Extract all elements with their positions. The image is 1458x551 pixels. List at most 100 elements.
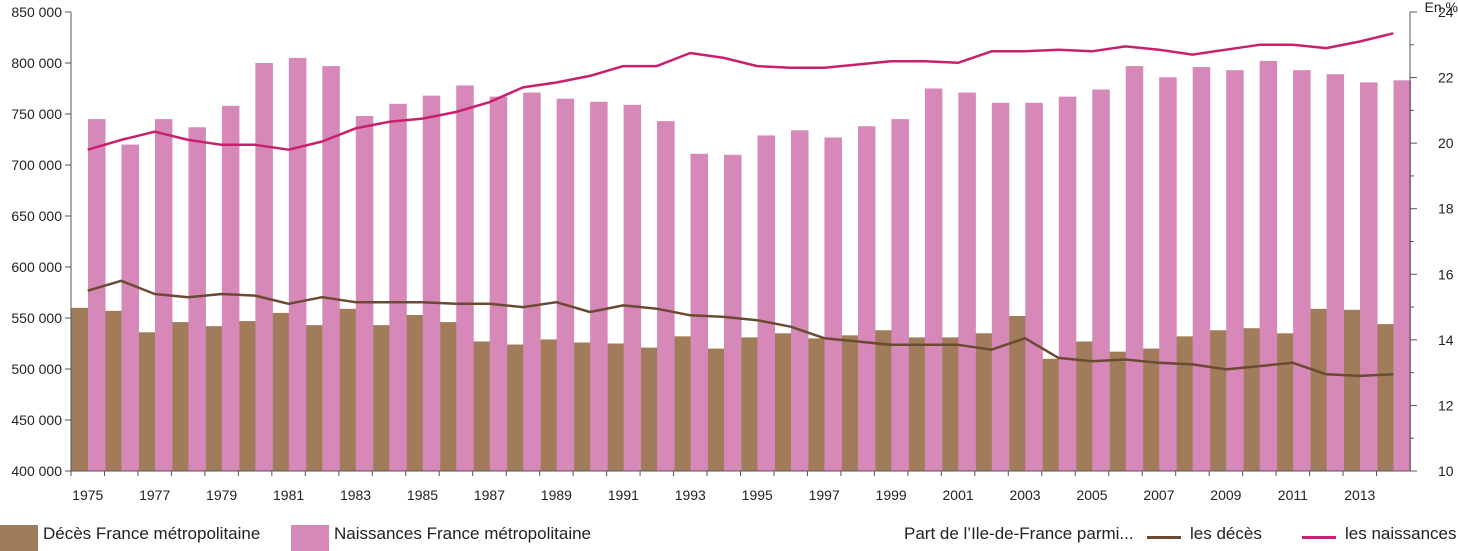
bar-deces-2004	[1041, 358, 1060, 471]
x-tick-label: 1995	[742, 487, 773, 503]
legend-line-swatch-naissances	[1302, 536, 1336, 539]
bar-deces-1986	[439, 322, 457, 471]
bar-deces-2006	[1108, 351, 1127, 471]
x-tick-label: 2001	[943, 487, 974, 503]
legend-label-deces: Décès France métropolitaine	[43, 524, 261, 543]
bar-deces-1990	[573, 342, 591, 471]
bar-deces-2013	[1343, 309, 1361, 471]
bar-deces-1993	[673, 336, 692, 471]
y-left-tick-label: 600 000	[11, 259, 62, 275]
bar-deces-1988	[506, 344, 524, 471]
bar-deces-1979	[204, 326, 223, 471]
bar-naissances-1983	[355, 116, 374, 471]
bar-naissances-1994	[724, 154, 742, 472]
bar-naissances-1999	[891, 119, 909, 471]
y-left-tick-label: 700 000	[11, 157, 62, 173]
bar-naissances-1989	[556, 98, 575, 471]
bar-deces-1998	[840, 335, 859, 471]
bar-naissances-1995	[757, 135, 775, 472]
x-tick-label: 2009	[1210, 487, 1241, 503]
y-right-tick-label: 10	[1438, 463, 1454, 479]
axes: 400 000 450 000 500 000 550 000 600 000 650 0…	[11, 4, 1453, 503]
y-left-tick-label: 500 000	[11, 361, 62, 377]
bar-deces-1991	[606, 343, 625, 471]
bar-deces-2007	[1142, 348, 1160, 471]
bar-deces-1985	[405, 314, 424, 471]
bar-deces-2014	[1376, 324, 1395, 471]
bar-deces-2000	[907, 337, 926, 471]
legend-line-title: Part de l’Ile-de-France parmi...	[904, 524, 1134, 543]
bar-deces-1987	[472, 341, 491, 471]
x-tick-label: 2003	[1009, 487, 1040, 503]
bar-naissances-1987	[489, 96, 508, 471]
x-tick-label: 1983	[340, 487, 371, 503]
y-left-tick-label: 800 000	[11, 55, 62, 71]
bar-deces-2010	[1242, 328, 1261, 471]
x-tick-label: 1985	[407, 487, 438, 503]
bar-naissances-1991	[623, 104, 642, 471]
bar-deces-1982	[305, 325, 323, 471]
line-naissances	[87, 32, 1394, 151]
x-tick-label: 1975	[72, 487, 103, 503]
line-deces	[87, 279, 1394, 378]
y-left-tick-label: 400 000	[11, 463, 62, 479]
bar-naissances-1976	[121, 144, 139, 471]
y-right-tick-label: 16	[1438, 266, 1454, 282]
y-left-tick-label: 650 000	[11, 208, 62, 224]
bar-deces-1992	[640, 347, 658, 471]
bar-naissances-1992	[657, 121, 675, 471]
bar-deces-1984	[372, 325, 390, 471]
bar-naissances-1984	[389, 103, 407, 472]
legend-swatch-deces	[0, 525, 38, 551]
bar-naissances-1988	[523, 92, 541, 471]
bar-naissances-1997	[824, 137, 842, 471]
x-tick-label: 2007	[1143, 487, 1174, 503]
bar-naissances-1981	[288, 57, 307, 472]
bar-deces-1977	[137, 332, 156, 471]
bar-naissances-2011	[1293, 70, 1311, 471]
bar-naissances-1979	[221, 105, 240, 471]
x-tick-label: 1993	[675, 487, 706, 503]
bar-deces-2005	[1075, 341, 1093, 471]
bar-naissances-2009	[1226, 70, 1244, 471]
x-tick-label: 1977	[139, 487, 170, 503]
x-tick-label: 1997	[809, 487, 840, 503]
legend-line-label-naissances: les naissances	[1345, 524, 1457, 543]
y-right-tick-label: 18	[1438, 201, 1454, 217]
bar-deces-1981	[271, 312, 290, 471]
bar-naissances-1986	[456, 85, 474, 471]
bar-naissances-1982	[322, 66, 340, 471]
x-tick-label: 2005	[1076, 487, 1107, 503]
legend-line-swatch-deces	[1147, 536, 1181, 539]
legend-swatch-naissances	[291, 525, 329, 551]
bar-naissances-2007	[1159, 77, 1177, 471]
bar-naissances-1975	[88, 119, 106, 471]
bar-naissances-2008	[1192, 67, 1211, 471]
y-right-tick-label: 12	[1438, 397, 1454, 413]
lines	[87, 32, 1394, 378]
bar-deces-2001	[941, 337, 959, 471]
y-left-tick-label: 750 000	[11, 106, 62, 122]
x-tick-label: 1987	[474, 487, 505, 503]
bar-naissances-2013	[1360, 82, 1378, 471]
bar-deces-1976	[104, 310, 122, 471]
bar-naissances-2004	[1058, 96, 1077, 471]
bar-naissances-1980	[255, 63, 273, 471]
bar-naissances-2002	[991, 102, 1010, 471]
bar-naissances-1985	[422, 95, 441, 471]
x-tick-label: 1991	[608, 487, 639, 503]
bar-naissances-2006	[1125, 66, 1144, 471]
x-tick-label: 1981	[273, 487, 304, 503]
bar-naissances-2001	[958, 92, 976, 471]
bar-deces-1995	[740, 337, 758, 471]
bar-naissances-2010	[1259, 60, 1278, 472]
bar-deces-1975	[71, 307, 89, 471]
bar-naissances-2003	[1025, 102, 1043, 471]
x-tick-label: 2013	[1344, 487, 1375, 503]
bars-naissances	[88, 57, 1412, 472]
bar-deces-2012	[1309, 308, 1328, 471]
bar-deces-2011	[1276, 333, 1294, 471]
y-right-tick-label: 24	[1438, 4, 1454, 20]
x-tick-label: 1989	[541, 487, 572, 503]
bar-naissances-1993	[690, 153, 709, 471]
